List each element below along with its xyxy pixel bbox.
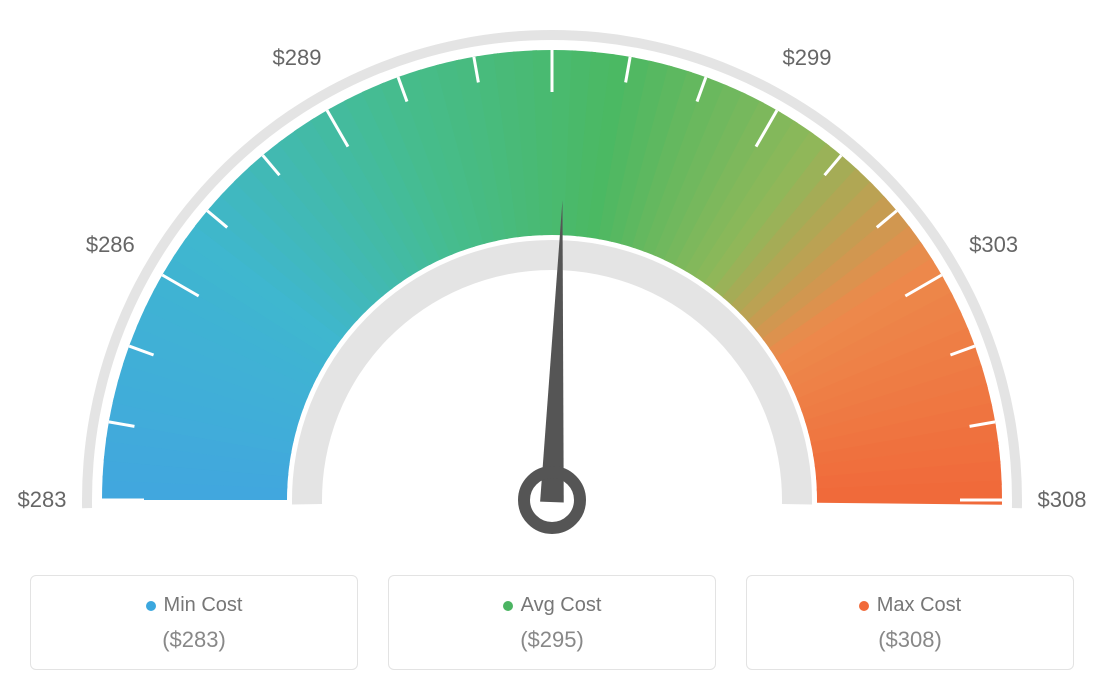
legend-title-text-avg: Avg Cost <box>521 594 602 617</box>
tick-label: $308 <box>1038 487 1087 513</box>
tick-label: $289 <box>273 45 322 71</box>
legend-value-max: ($308) <box>757 627 1063 653</box>
legend-title-avg: Avg Cost <box>503 594 602 617</box>
gauge-chart: $283 $286 $289 $295 $299 $303 $308 <box>0 0 1104 560</box>
legend-title-text-min: Min Cost <box>164 594 243 617</box>
legend-card-max: Max Cost ($308) <box>746 575 1074 670</box>
tick-label: $303 <box>969 232 1018 258</box>
legend-card-min: Min Cost ($283) <box>30 575 358 670</box>
legend-card-avg: Avg Cost ($295) <box>388 575 716 670</box>
gauge-svg <box>0 0 1104 560</box>
legend-value-avg: ($295) <box>399 627 705 653</box>
tick-label: $295 <box>528 0 577 3</box>
legend-dot-avg <box>503 601 513 611</box>
tick-label: $299 <box>783 45 832 71</box>
legend-dot-max <box>859 601 869 611</box>
legend-title-min: Min Cost <box>146 594 243 617</box>
legend-dot-min <box>146 601 156 611</box>
legend-title-max: Max Cost <box>859 594 961 617</box>
legend-row: Min Cost ($283) Avg Cost ($295) Max Cost… <box>30 575 1074 670</box>
tick-label: $286 <box>86 232 135 258</box>
legend-value-min: ($283) <box>41 627 347 653</box>
tick-label: $283 <box>18 487 67 513</box>
legend-title-text-max: Max Cost <box>877 594 961 617</box>
